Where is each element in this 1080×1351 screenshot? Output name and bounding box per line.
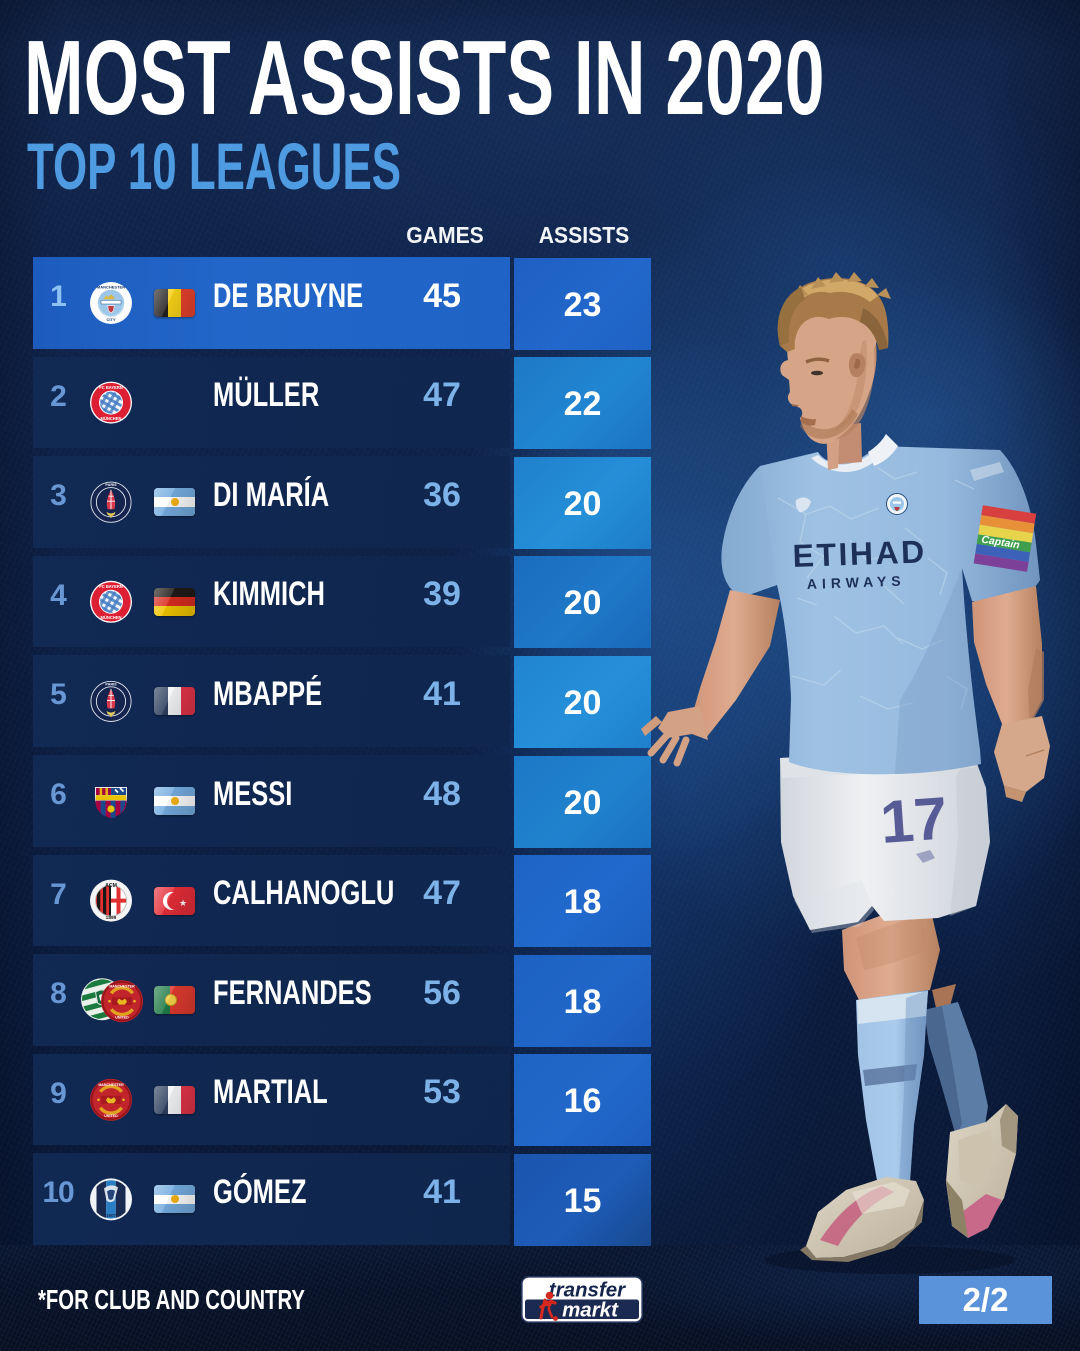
svg-text:MANCHESTER: MANCHESTER bbox=[97, 284, 125, 289]
svg-text:MANCHESTER: MANCHESTER bbox=[109, 984, 135, 988]
svg-text:MÜNCHEN: MÜNCHEN bbox=[101, 416, 122, 421]
svg-text:PARIS: PARIS bbox=[105, 682, 117, 686]
svg-text:Captain: Captain bbox=[981, 534, 1021, 552]
svg-text:CITY: CITY bbox=[106, 317, 115, 322]
svg-text:MÜNCHEN: MÜNCHEN bbox=[101, 615, 122, 620]
svg-text:UNITED: UNITED bbox=[115, 1015, 129, 1019]
svg-text:MANCHESTER: MANCHESTER bbox=[98, 1083, 124, 1087]
svg-text:UNITED: UNITED bbox=[104, 1114, 118, 1118]
svg-text:FC BAYERN: FC BAYERN bbox=[99, 584, 123, 589]
svg-text:FC BAYERN: FC BAYERN bbox=[99, 385, 123, 390]
svg-text:ACM: ACM bbox=[105, 883, 117, 889]
svg-text:AIRWAYS: AIRWAYS bbox=[807, 573, 906, 592]
svg-text:ETIHAD: ETIHAD bbox=[792, 533, 927, 574]
svg-text:markt: markt bbox=[562, 1299, 619, 1322]
svg-text:17: 17 bbox=[878, 784, 949, 855]
svg-text:1907: 1907 bbox=[106, 1213, 116, 1218]
svg-text:PARIS: PARIS bbox=[105, 483, 117, 487]
svg-text:1899: 1899 bbox=[106, 915, 117, 921]
svg-text:transfer: transfer bbox=[549, 1279, 626, 1302]
